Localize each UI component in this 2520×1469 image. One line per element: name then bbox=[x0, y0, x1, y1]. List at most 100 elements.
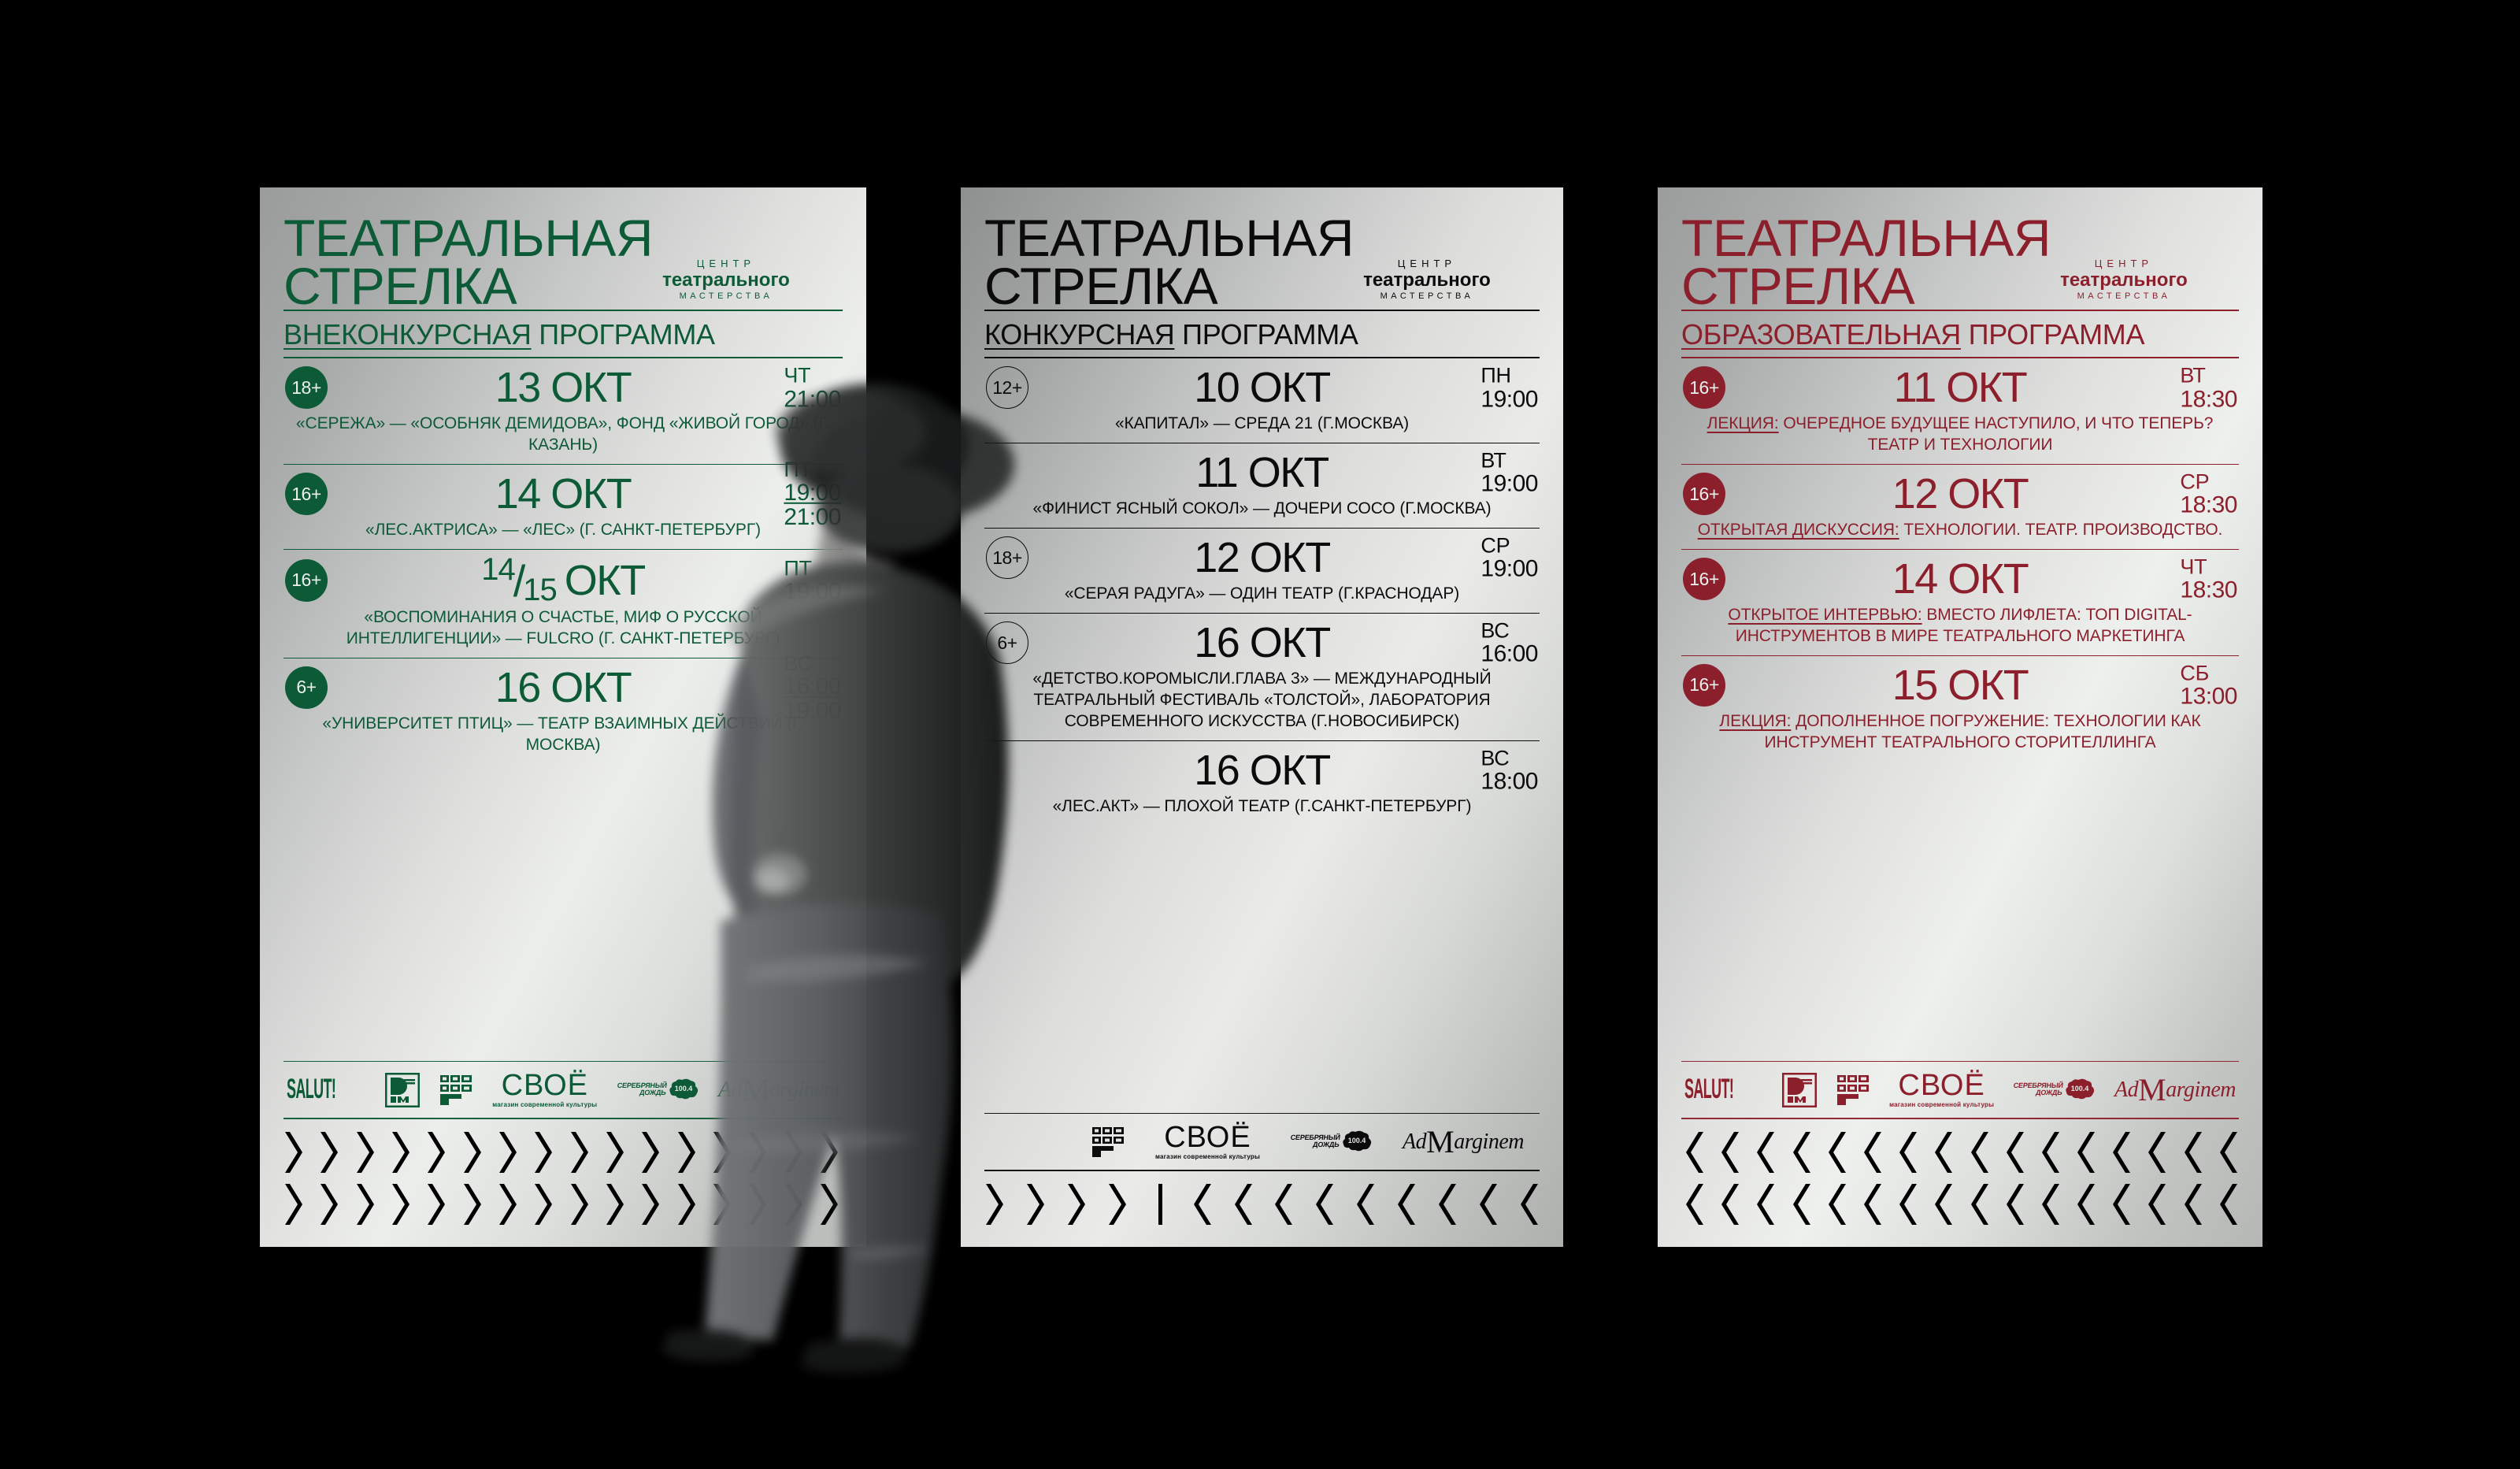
age-badge: 16+ bbox=[1683, 558, 1725, 601]
event-row[interactable]: 12+ 10 ОКТ ПН 19:00 «КАПИТАЛ» — СРЕДА 21… bbox=[984, 358, 1540, 443]
ad-marginem-rest: arginem bbox=[769, 1077, 839, 1102]
sublogo-line2: театрального bbox=[2060, 269, 2188, 291]
chevron-icon bbox=[606, 1182, 627, 1226]
event-dow: ПН bbox=[1480, 363, 1511, 388]
event-time: 19:00 bbox=[1480, 385, 1538, 412]
event-row[interactable]: 16+ 14 ОКТ ПТ 19:00 21:00 «ЛЕС.АКТРИСА» … bbox=[284, 458, 843, 549]
chevron-icon bbox=[1191, 1182, 1211, 1226]
svoe-logo: СВОЁ магазин современной культуры bbox=[492, 1070, 598, 1109]
event-date: 11 ОКТ bbox=[1195, 449, 1329, 497]
sponsor-logos: SALUT! bbox=[1681, 1062, 2239, 1118]
serebryany-dozhd-name: СЕРЕБРЯНЫЙ ДОЖДЬ bbox=[616, 1081, 668, 1097]
sublogo-line3: МАСТЕРСТВА bbox=[679, 291, 773, 302]
event-time: 13:00 bbox=[2180, 683, 2237, 710]
age-badge: 16+ bbox=[285, 473, 328, 516]
event-time: 19:00 bbox=[784, 697, 841, 724]
event-row[interactable]: 16+ 12 ОКТ СР 18:30 ОТКРЫТАЯ ДИСКУССИЯ: … bbox=[1681, 464, 2239, 549]
sublogo: ЦЕНТР театрального МАСТЕРСТВА bbox=[662, 258, 790, 302]
event-dow: ВС bbox=[1480, 746, 1510, 770]
chevron-icon bbox=[1683, 1182, 1703, 1226]
event-row[interactable]: 6+ 16 ОКТ ВС 16:00 «ДЕТСТВО.КОРОМЫСЛИ.ГЛ… bbox=[984, 613, 1540, 740]
age-badge: 18+ bbox=[986, 536, 1028, 580]
poster-vnekonkursnaya: ТЕАТРАЛЬНАЯ СТРЕЛКА ЦЕНТР театрального М… bbox=[260, 187, 866, 1247]
sublogo: ЦЕНТР театрального МАСТЕРСТВА bbox=[2060, 258, 2188, 302]
event-title: ОТКРЫТАЯ ДИСКУССИЯ: ТЕХНОЛОГИИ. ТЕАТР. П… bbox=[1681, 518, 2239, 543]
event-dow: ЧТ bbox=[784, 363, 811, 388]
chevron-icon bbox=[677, 1182, 699, 1226]
event-time: 19:00 bbox=[784, 578, 841, 605]
event-when: ВТ 18:30 bbox=[2180, 365, 2237, 411]
event-dow: СР bbox=[2180, 469, 2210, 494]
sublogo-line2: театрального bbox=[662, 269, 790, 291]
chevron-icon bbox=[428, 1130, 448, 1174]
event-when: СР 19:00 bbox=[1480, 534, 1538, 581]
sublogo-line3: МАСТЕРСТВА bbox=[2077, 291, 2171, 302]
age-badge: 16+ bbox=[285, 558, 328, 602]
age-badge: 16+ bbox=[1683, 473, 1725, 516]
event-row[interactable]: 16+ 14 ОКТ ЧТ 18:30 ОТКРЫТОЕ ИНТЕРВЬЮ: В… bbox=[1681, 549, 2239, 655]
event-title-body: ДОПОЛНЕННОЕ ПОГРУЖЕНИЕ: ТЕХНОЛОГИИ КАК И… bbox=[1764, 711, 2201, 751]
event-row[interactable]: 6+ 16 ОКТ ВС 16:00 19:00 «УНИВЕРСИТЕТ ПТ… bbox=[284, 652, 843, 764]
serebryany-dozhd-name: СЕРЕБРЯНЫЙ ДОЖДЬ bbox=[2013, 1081, 2064, 1097]
event-title-lead: ЛЕКЦИЯ: bbox=[1719, 711, 1792, 730]
ad-marginem-rest: arginem bbox=[1454, 1129, 1524, 1154]
event-row[interactable]: 16+ 14 / 15 ОКТ ПТ 19:00 «ВОСПОМИНАНИЯ О… bbox=[284, 549, 843, 658]
program-title: КОНКУРСНАЯ ПРОГРАММА bbox=[984, 311, 1540, 357]
chevron-icon bbox=[2181, 1182, 2202, 1226]
chevron-icon bbox=[356, 1130, 377, 1174]
chevron-icon bbox=[1477, 1182, 1498, 1226]
chevron-icon bbox=[1861, 1182, 1881, 1226]
event-title-body: ВМЕСТО ЛИФЛЕТА: ТОП DIGITAL-ИНСТРУМЕНТОВ… bbox=[1735, 606, 2192, 645]
sublogo-line1: ЦЕНТР bbox=[2094, 257, 2154, 269]
svoe-logo-tagline: магазин современной культуры bbox=[492, 1101, 598, 1109]
sublogo-line3: МАСТЕРСТВА bbox=[1380, 291, 1474, 302]
event-title: «СЕРЕЖА» — «ОСОБНЯК ДЕМИДОВА», ФОНД «ЖИВ… bbox=[295, 414, 831, 454]
sublogo-line1: ЦЕНТР bbox=[1397, 257, 1457, 269]
wordmark-line1: ТЕАТРАЛЬНАЯ bbox=[1681, 209, 2051, 267]
chevron-icon bbox=[2217, 1182, 2237, 1226]
event-row[interactable]: 18+ 12 ОКТ СР 19:00 «СЕРАЯ РАДУГА» — ОДИ… bbox=[984, 528, 1540, 613]
event-dow: ЧТ bbox=[2180, 555, 2207, 579]
ad-marginem-m: M bbox=[1426, 1124, 1455, 1160]
salut-logo: SALUT! bbox=[1684, 1074, 1734, 1105]
event-row[interactable]: 11 ОКТ ВТ 19:00 «ФИНИСТ ЯСНЫЙ СОКОЛ» — Д… bbox=[984, 443, 1540, 528]
chevron-icon bbox=[677, 1130, 699, 1174]
chevron-icon bbox=[463, 1182, 484, 1226]
chevron-icon bbox=[2074, 1182, 2096, 1226]
sponsors-section: SALUT! bbox=[1681, 1060, 2239, 1119]
chevron-icon bbox=[1272, 1182, 1293, 1226]
event-date: 11 ОКТ bbox=[1893, 364, 2028, 412]
chevron-row bbox=[1683, 1182, 2237, 1226]
chevron-icon bbox=[1790, 1182, 1810, 1226]
dfm-logo bbox=[1782, 1072, 1818, 1107]
svg-text:100.4: 100.4 bbox=[1348, 1137, 1366, 1144]
chevron-row bbox=[1683, 1130, 2237, 1174]
event-title-lead: ОТКРЫТОЕ ИНТЕРВЬЮ: bbox=[1728, 606, 1922, 625]
event-row[interactable]: 16+ 11 ОКТ ВТ 18:30 ЛЕКЦИЯ: ОЧЕРЕДНОЕ БУ… bbox=[1681, 358, 2239, 464]
chevron-icon bbox=[1896, 1130, 1918, 1174]
geo-pro-logo bbox=[1836, 1073, 1870, 1107]
event-date: 12 ОКТ bbox=[1892, 470, 2029, 518]
divider bbox=[984, 1170, 1540, 1171]
events-list: 18+ 13 ОКТ ЧТ 21:00 «СЕРЕЖА» — «ОСОБНЯК … bbox=[284, 358, 843, 1060]
event-row[interactable]: 16 ОКТ ВС 18:00 «ЛЕС.АКТ» — ПЛОХОЙ ТЕАТР… bbox=[984, 740, 1540, 825]
slash-icon: / bbox=[513, 556, 526, 607]
event-row[interactable]: 18+ 13 ОКТ ЧТ 21:00 «СЕРЕЖА» — «ОСОБНЯК … bbox=[284, 358, 843, 464]
event-title: «СЕРАЯ РАДУГА» — ОДИН ТЕАТР (Г.КРАСНОДАР… bbox=[1064, 584, 1460, 603]
sponsor-logos: SALUT! bbox=[284, 1062, 843, 1118]
program-title-underlined: ВНЕКОНКУРСНАЯ bbox=[284, 318, 532, 351]
event-row[interactable]: 16+ 15 ОКТ СБ 13:00 ЛЕКЦИЯ: ДОПОЛНЕННОЕ … bbox=[1681, 655, 2239, 762]
chevron-icon bbox=[535, 1182, 555, 1226]
chevron-icon bbox=[606, 1130, 627, 1174]
chevron-row bbox=[285, 1130, 841, 1174]
chevron-icon bbox=[1825, 1130, 1846, 1174]
event-when: ПТ 19:00 bbox=[784, 557, 841, 603]
chevron-icon bbox=[1718, 1182, 1740, 1226]
chevron-icon bbox=[391, 1130, 413, 1174]
event-dow: ВТ bbox=[1480, 448, 1506, 473]
chevron-icon bbox=[2039, 1182, 2059, 1226]
svg-text:100.4: 100.4 bbox=[2071, 1085, 2089, 1092]
event-when: ВС 16:00 19:00 bbox=[784, 652, 841, 724]
age-badge: 12+ bbox=[986, 366, 1028, 410]
